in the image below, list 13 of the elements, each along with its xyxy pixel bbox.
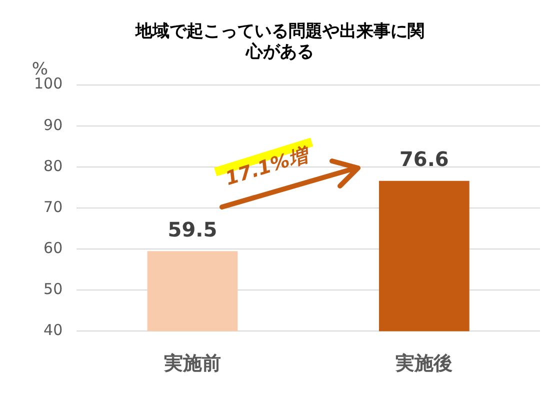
data-label: 59.5 — [168, 217, 218, 242]
y-tick-label: 100 — [34, 74, 63, 93]
x-tick-label: 実施後 — [394, 352, 453, 375]
y-tick-label: 50 — [44, 280, 63, 298]
data-label: 76.6 — [399, 147, 449, 172]
annotation: 17.1%増 — [222, 143, 314, 190]
y-tick-label: 90 — [44, 116, 63, 134]
y-tick-label: 70 — [44, 198, 63, 216]
y-tick-label: 60 — [44, 238, 63, 257]
y-tick-label: 40 — [44, 321, 63, 340]
x-tick-label: 実施前 — [162, 352, 221, 375]
chart-title: 地域で起こっている問題や出来事に関心がある — [134, 22, 424, 62]
y-tick-label: 80 — [44, 156, 63, 175]
